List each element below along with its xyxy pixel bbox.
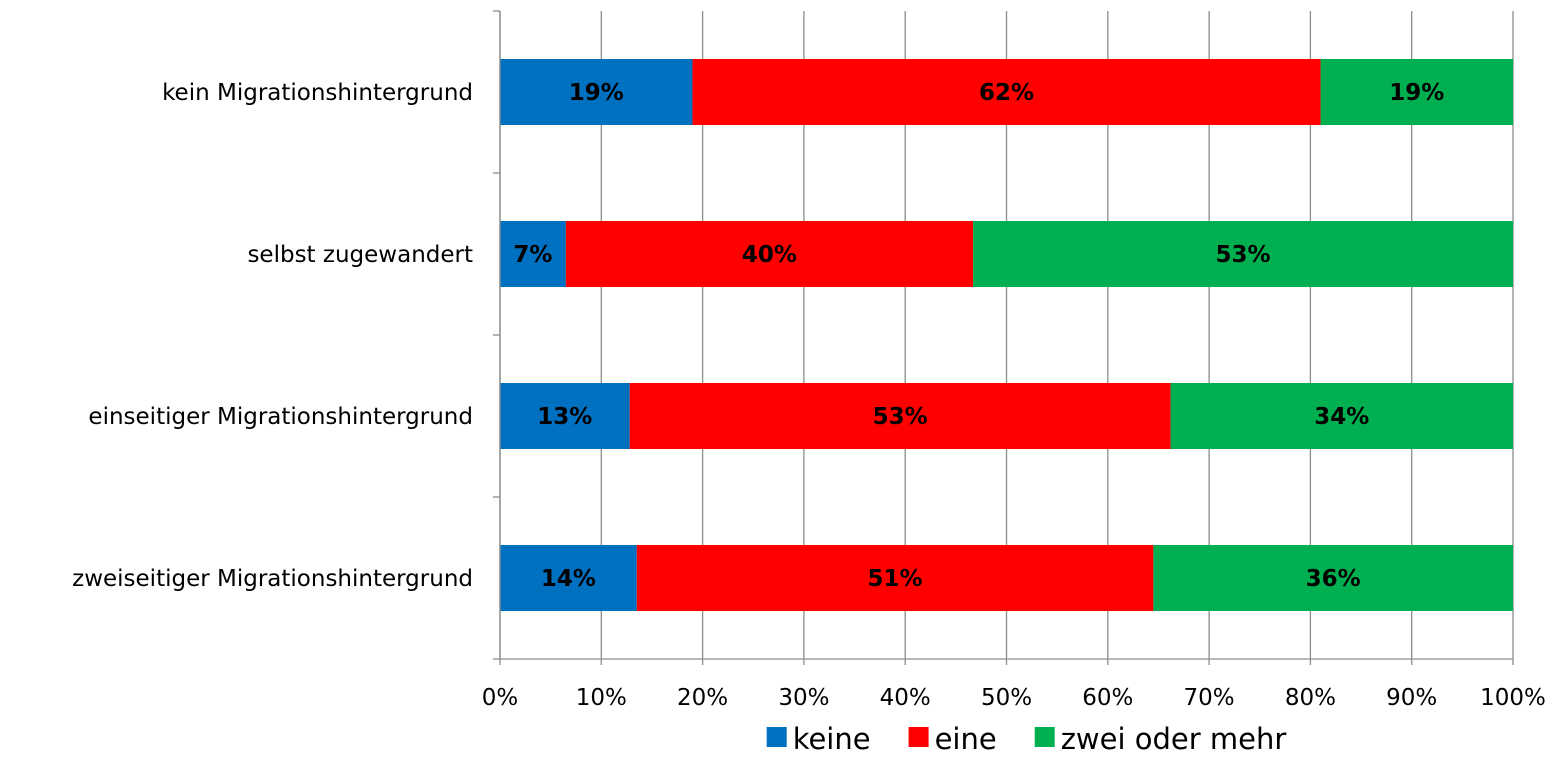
legend-label: zwei oder mehr [1061,722,1287,756]
bar-segment [973,221,1513,287]
data-label: 14% [541,566,596,592]
category-label: kein Migrationshintergrund [162,80,473,106]
legend-swatch [1034,727,1055,747]
legend-label: keine [793,722,871,756]
data-label: 19% [569,80,624,106]
legend-item: keine [766,722,871,756]
data-label: 62% [979,80,1034,106]
legend-item: zwei oder mehr [1034,722,1287,756]
data-label: 7% [513,242,552,268]
bar-segment [1153,545,1513,611]
bars [500,59,1513,611]
bar-segment [500,221,566,287]
bar-segment [636,545,1154,611]
legend: keine eine zwei oder mehr [766,722,1287,756]
category-label: zweiseitiger Migrationshintergrund [72,566,473,592]
x-tick-label: 80% [1285,685,1336,711]
bar-segment [500,545,637,611]
data-label: 19% [1389,80,1444,106]
data-label: 53% [873,404,928,430]
legend-swatch [766,727,787,747]
x-tick-label: 0% [482,685,519,711]
x-tick-label: 60% [1082,685,1133,711]
data-label: 36% [1306,566,1361,592]
bar-segment [1170,383,1513,449]
category-label: einseitiger Migrationshintergrund [88,404,473,430]
axes [493,10,1514,665]
x-tick-label: 90% [1386,685,1437,711]
bar-segment [1320,59,1513,125]
x-tick-label: 10% [576,685,627,711]
bar-segment [629,383,1171,449]
x-tick-label: 40% [880,685,931,711]
data-label: 34% [1314,404,1369,430]
legend-item: eine [908,722,997,756]
data-label: 51% [868,566,923,592]
bar-segment [500,383,630,449]
x-tick-label: 30% [778,685,829,711]
bar-segment [692,59,1321,125]
x-tick-label: 50% [981,685,1032,711]
x-tick-label: 70% [1184,685,1235,711]
bar-segment [500,59,693,125]
bar-segment [565,221,974,287]
x-tick-label: 100% [1480,685,1546,711]
labels: 0% 10% 20% 30% 40% 50% 60% 70% 80% 90% 100% kein Mi… [72,80,1546,711]
x-tick-label: 20% [677,685,728,711]
data-label: 53% [1216,242,1271,268]
category-label: selbst zugewandert [247,242,473,268]
legend-swatch [908,727,929,747]
data-label: 13% [537,404,592,430]
data-label: 40% [742,242,797,268]
legend-label: eine [935,722,997,756]
